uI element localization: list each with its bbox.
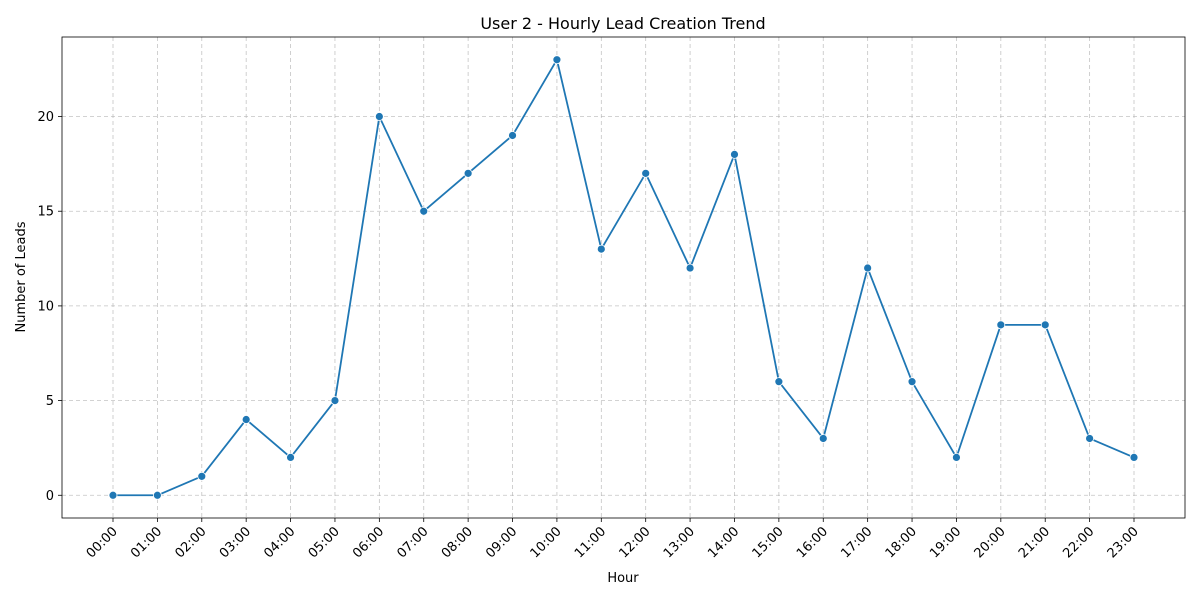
x-tick-label: 15:00 (750, 524, 787, 561)
data-point (463, 168, 473, 178)
x-tick-label: 05:00 (306, 524, 343, 561)
data-point (552, 55, 562, 65)
y-axis-label: Number of Leads (14, 221, 29, 332)
x-tick-label: 07:00 (394, 524, 431, 561)
grid (62, 37, 1185, 518)
data-point (108, 490, 118, 500)
data-point (774, 377, 784, 387)
x-tick-label: 21:00 (1016, 524, 1053, 561)
data-point (374, 112, 384, 121)
data-point (241, 415, 251, 424)
chart-title: User 2 - Hourly Lead Creation Trend (480, 14, 765, 33)
x-tick-label: 16:00 (794, 524, 831, 561)
data-point (1129, 453, 1139, 462)
x-tick-label: 02:00 (173, 524, 210, 561)
x-tick-label: 23:00 (1105, 524, 1142, 561)
y-tick-label: 15 (37, 205, 54, 220)
series-layer (108, 55, 1139, 500)
series-line (113, 58, 1135, 497)
data-point (286, 453, 295, 462)
data-point (952, 453, 961, 462)
x-tick-label: 10:00 (528, 524, 565, 561)
x-tick-label: 01:00 (128, 524, 165, 561)
series-0 (108, 55, 1139, 500)
data-point (197, 471, 207, 481)
x-tick-label: 18:00 (883, 524, 920, 561)
x-tick-label: 04:00 (261, 524, 298, 561)
y-tick-label: 0 (46, 489, 54, 504)
data-point (1085, 434, 1095, 443)
data-point (863, 263, 873, 273)
x-tick-label: 06:00 (350, 524, 387, 561)
axes: 00:00 01:00 02:00 03:00 04:00 05:00 06:00 07:00… (37, 36, 1186, 561)
y-tick-label: 5 (46, 394, 54, 409)
y-tick-label: 20 (37, 110, 54, 125)
data-point (685, 263, 695, 273)
x-tick-label: 17:00 (838, 524, 875, 561)
data-point (730, 150, 739, 159)
data-point (419, 206, 429, 216)
x-tick-label: 22:00 (1060, 524, 1097, 561)
data-point (596, 244, 606, 254)
x-axis-label: Hour (607, 571, 639, 586)
x-tick-label: 03:00 (217, 524, 254, 561)
x-tick-label: 08:00 (439, 524, 476, 561)
x-tick-label: 13:00 (661, 524, 698, 561)
x-tick-label: 00:00 (84, 524, 121, 561)
x-tick-label: 11:00 (572, 524, 609, 561)
data-point (330, 396, 340, 405)
x-tick-label: 12:00 (616, 524, 653, 561)
data-point (152, 490, 162, 500)
data-point (907, 377, 917, 387)
data-point (996, 320, 1006, 330)
x-tick-label: 19:00 (927, 524, 964, 561)
data-point (508, 131, 517, 140)
data-point (641, 168, 651, 178)
x-tick-label: 09:00 (483, 524, 520, 561)
y-tick-label: 10 (37, 299, 54, 314)
x-tick-label: 20:00 (972, 524, 1009, 561)
data-point (818, 434, 828, 443)
x-tick-label: 14:00 (705, 524, 742, 561)
data-point (1040, 320, 1050, 330)
plot-frame (61, 36, 1186, 519)
